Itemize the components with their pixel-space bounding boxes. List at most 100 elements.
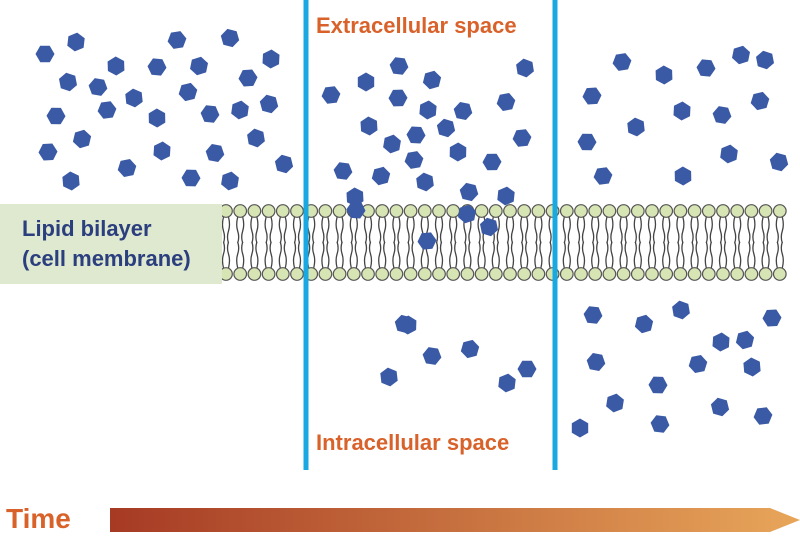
molecule-hexagon [181, 169, 201, 187]
molecule-hexagon [59, 72, 77, 92]
molecule-hexagon [710, 397, 730, 417]
molecule-hexagon [460, 339, 480, 359]
molecule-hexagon [346, 201, 366, 219]
lipid-pair [361, 204, 375, 281]
lipid-pair [730, 204, 745, 281]
lipid-pair [474, 204, 489, 281]
molecule-hexagon [422, 347, 442, 365]
molecule-hexagon [388, 89, 408, 107]
molecule-hexagon [756, 50, 774, 70]
molecule-hexagon [720, 144, 738, 164]
molecule-hexagon [383, 134, 401, 154]
lipid-pair [574, 204, 588, 281]
molecule-hexagon [458, 204, 476, 224]
molecule-hexagon [634, 314, 654, 334]
lipid-pair [602, 204, 617, 281]
molecule-hexagon [167, 31, 187, 49]
lipid-pair [531, 204, 546, 281]
molecule-hexagon [371, 166, 391, 186]
molecule-hexagon [107, 56, 125, 76]
molecule-hexagon [274, 154, 294, 174]
molecule-hexagon [416, 172, 434, 192]
extracellular-label: Extracellular space [316, 13, 517, 38]
molecule-hexagon [117, 159, 137, 177]
lipid-pair [616, 204, 631, 281]
lipid-pair [261, 204, 276, 281]
molecule-hexagon [459, 182, 479, 202]
lipid-pair [247, 204, 262, 281]
lipid-pair [772, 204, 787, 281]
lipid-pair [517, 204, 532, 281]
molecule-hexagon [497, 186, 515, 206]
molecule-hexagon [238, 69, 258, 87]
molecule-hexagon [583, 306, 603, 324]
molecule-hexagon [419, 100, 437, 120]
molecule-hexagon [88, 78, 108, 96]
molecule-hexagon [394, 314, 414, 334]
molecule-hexagon [480, 217, 498, 237]
molecule-hexagon [688, 355, 708, 373]
molecule-hexagon [38, 143, 58, 161]
lipid-pair [488, 204, 503, 281]
molecule-hexagon [262, 49, 280, 69]
molecule-hexagon [417, 232, 437, 250]
molecule-hexagon [125, 88, 143, 108]
lipid-pair [588, 204, 603, 281]
molecule-hexagon [612, 53, 632, 71]
molecule-hexagon [62, 171, 80, 191]
lipid-pair [233, 204, 248, 281]
molecule-hexagon [259, 94, 279, 114]
molecule-hexagon [406, 126, 426, 144]
molecule-hexagon [512, 129, 532, 147]
molecule-hexagon [655, 65, 673, 85]
molecule-hexagon [422, 70, 442, 90]
molecule-hexagon [648, 376, 668, 394]
molecule-hexagon [380, 367, 398, 387]
molecule-hexagon [97, 101, 117, 119]
molecule-hexagon [178, 82, 198, 102]
molecule-hexagon [200, 105, 220, 123]
molecule-hexagon [67, 32, 85, 52]
molecule-hexagon [753, 407, 773, 425]
lipid-pair [716, 204, 730, 281]
molecule-hexagon [404, 151, 424, 169]
molecule-hexagon [147, 58, 167, 76]
lipid-pair [559, 204, 574, 281]
molecule-hexagon [498, 373, 516, 393]
molecule-hexagon [449, 142, 467, 162]
molecule-hexagon [360, 116, 378, 136]
molecule-hexagon [517, 360, 537, 378]
lipid-pair [375, 204, 390, 281]
molecule-hexagon [153, 141, 171, 161]
molecule-hexagon [674, 166, 692, 186]
molecule-hexagon [453, 102, 473, 120]
lipid-pair [503, 204, 517, 281]
molecule-hexagon [571, 418, 589, 438]
molecule-hexagon [516, 58, 534, 78]
molecule-hexagon [606, 393, 624, 413]
molecule-hexagon [205, 144, 225, 162]
molecule-hexagon [496, 93, 516, 111]
molecule-hexagon [72, 129, 92, 149]
lipid-pair [659, 204, 674, 281]
lipid-pair [673, 204, 688, 281]
molecule-hexagon [577, 133, 597, 151]
lipid-pair [432, 204, 446, 281]
lipid-pair [744, 204, 759, 281]
molecule-hexagon [762, 309, 782, 327]
molecule-hexagon [346, 187, 364, 207]
lipid-pair [758, 204, 773, 281]
molecule-hexagon [321, 86, 341, 104]
molecule-hexagon [627, 117, 645, 137]
molecule-hexagon [221, 171, 239, 191]
lipid-pair [219, 204, 233, 281]
molecule-hexagon [743, 357, 761, 377]
lipid-pair [687, 204, 702, 281]
molecule-hexagon [732, 45, 750, 65]
time-arrow [110, 508, 800, 532]
lipid-pair [290, 204, 304, 281]
molecule-hexagon [673, 101, 691, 121]
molecule-hexagon [436, 118, 456, 138]
molecule-hexagon [46, 107, 66, 125]
molecule-hexagon [696, 59, 716, 77]
